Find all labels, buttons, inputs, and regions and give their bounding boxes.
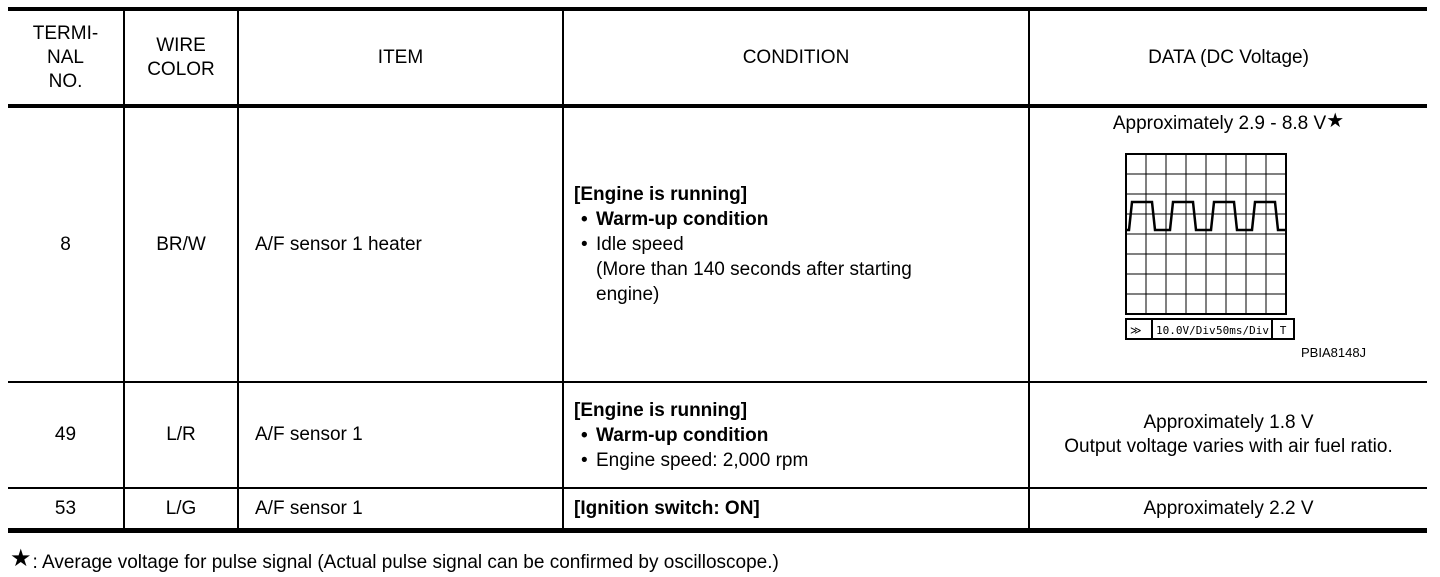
condition-bullet: • Engine speed: 2,000 rpm xyxy=(574,448,808,473)
oscilloscope-figure: ≫ 10.0V/Div 50ms/Div T xyxy=(1125,153,1296,341)
bullet-icon: • xyxy=(581,449,588,471)
data-line: Output voltage varies with air fuel rati… xyxy=(1064,436,1393,457)
wire-color-cell: BR/W xyxy=(123,108,237,381)
data-cell: Approximately 2.2 V xyxy=(1028,489,1427,528)
condition-bullet: • Warm-up condition xyxy=(574,423,808,448)
table-row-terminal-53: 53 L/G A/F sensor 1 [Ignition switch: ON… xyxy=(8,489,1427,528)
voltage-caption: Approximately 2.9 - 8.8 V★ xyxy=(1112,110,1345,134)
bullet-text: Engine speed: 2,000 rpm xyxy=(596,449,809,471)
bullet-text: Warm-up condition xyxy=(596,209,769,230)
terminal-no-cell: 49 xyxy=(54,424,77,445)
scope-trigger-label: T xyxy=(1280,324,1287,337)
item-cell: A/F sensor 1 heater xyxy=(237,108,562,381)
header-wire-color: WIRE COLOR xyxy=(123,11,237,104)
table-row-terminal-8: 8 BR/W A/F sensor 1 heater [Engine is ru… xyxy=(8,108,1427,383)
table-header-row: TERMI- NAL NO. WIRE COLOR ITEM CONDITION… xyxy=(8,11,1427,108)
header-condition: CONDITION xyxy=(562,11,1028,104)
data-cell: Approximately 1.8 V Output voltage varie… xyxy=(1028,383,1427,487)
header-item: ITEM xyxy=(237,11,562,104)
bullet-icon: • xyxy=(581,209,588,230)
terminal-no-cell: 8 xyxy=(60,233,71,255)
data-cell: Approximately 2.9 - 8.8 V★ xyxy=(1028,108,1427,381)
table-row-terminal-49: 49 L/R A/F sensor 1 [Engine is running] … xyxy=(8,383,1427,489)
data-line: Approximately 1.8 V xyxy=(1143,412,1314,433)
item-cell: A/F sensor 1 xyxy=(237,383,562,487)
condition-heading: [Ignition switch: ON] xyxy=(574,497,760,519)
wire-color-cell: L/R xyxy=(123,383,237,487)
terminal-no-cell: 53 xyxy=(54,497,77,519)
condition-bullet: • Idle speed (More than 140 seconds afte… xyxy=(574,232,956,307)
scope-waveform xyxy=(1126,200,1286,232)
oscilloscope-svg: ≫ 10.0V/Div 50ms/Div T xyxy=(1125,153,1295,340)
bullet-icon: • xyxy=(581,424,588,446)
footnote-text: : Average voltage for pulse signal (Actu… xyxy=(32,552,779,573)
terminal-reference-table: TERMI- NAL NO. WIRE COLOR ITEM CONDITION… xyxy=(8,7,1427,533)
bullet-text: Idle speed (More than 140 seconds after … xyxy=(596,232,956,307)
condition-cell: [Engine is running] • Warm-up condition … xyxy=(562,108,1028,381)
wire-color-cell: L/G xyxy=(123,489,237,528)
scope-settings-bar: ≫ 10.0V/Div 50ms/Div T xyxy=(1125,318,1295,340)
condition-bullet: • Warm-up condition xyxy=(574,207,956,232)
scope-cursor-icon: ≫ xyxy=(1130,324,1142,337)
condition-cell: [Engine is running] • Warm-up condition … xyxy=(562,383,1028,487)
scope-volt-div: 10.0V/Div xyxy=(1156,324,1216,337)
star-icon: ★ xyxy=(1326,110,1345,132)
header-terminal-no: TERMI- NAL NO. xyxy=(32,22,99,92)
bullet-text: Warm-up condition xyxy=(596,424,769,446)
item-cell: A/F sensor 1 xyxy=(237,489,562,528)
figure-id: PBIA8148J xyxy=(1301,345,1367,360)
condition-cell: [Ignition switch: ON] xyxy=(562,489,1028,528)
footnote: ★: Average voltage for pulse signal (Act… xyxy=(10,546,1440,576)
bullet-note: (More than 140 seconds after starting en… xyxy=(596,259,912,305)
scope-time-div: 50ms/Div xyxy=(1216,324,1269,337)
bullet-icon: • xyxy=(581,234,588,255)
condition-heading: [Engine is running] xyxy=(574,184,748,205)
header-data: DATA (DC Voltage) xyxy=(1028,11,1427,104)
star-icon: ★ xyxy=(10,545,32,572)
condition-heading: [Engine is running] xyxy=(574,399,748,421)
